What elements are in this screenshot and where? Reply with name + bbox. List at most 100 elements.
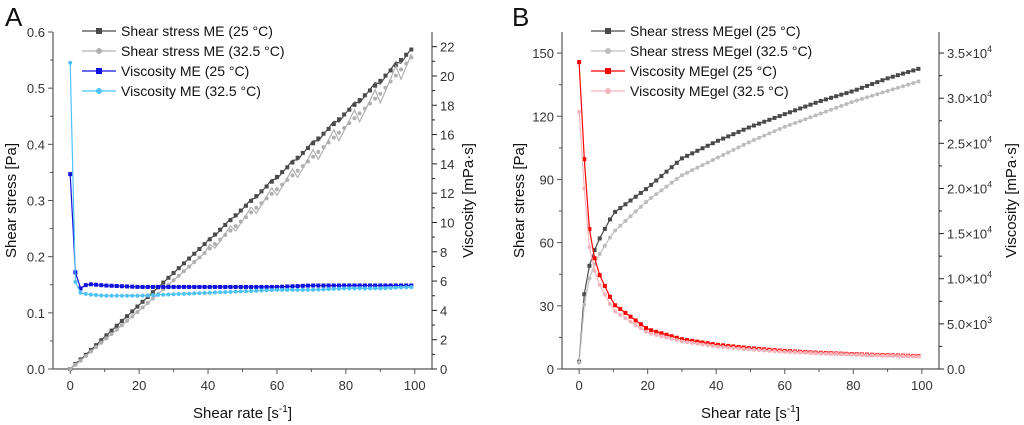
- data-point: [197, 255, 202, 260]
- data-point: [404, 52, 409, 57]
- data-point: [207, 290, 212, 295]
- data-point: [602, 243, 607, 248]
- data-point: [679, 339, 684, 344]
- data-point: [109, 283, 114, 288]
- data-point: [664, 169, 669, 174]
- data-point: [839, 92, 844, 97]
- data-point: [367, 101, 372, 106]
- data-point: [746, 347, 751, 352]
- data-point: [254, 288, 259, 293]
- data-point: [895, 73, 900, 78]
- y2-tick-mantissa: 1.0×10: [947, 272, 987, 287]
- data-point: [674, 177, 679, 182]
- data-point: [259, 284, 264, 289]
- legend-entry: Viscosity ME (32.5 °C): [121, 83, 261, 99]
- data-point: [762, 119, 767, 124]
- y-tick-label: 60: [540, 236, 554, 251]
- data-point: [187, 284, 192, 289]
- data-point: [772, 349, 777, 354]
- y2-tick-label: 3.5×104: [947, 44, 992, 61]
- data-point: [659, 334, 664, 339]
- data-point: [264, 288, 269, 293]
- y2-tick-label: 2.5×104: [947, 134, 992, 151]
- data-point: [834, 105, 839, 110]
- data-point: [83, 283, 88, 288]
- data-point: [813, 100, 818, 105]
- data-point: [331, 135, 336, 140]
- data-point: [782, 112, 787, 117]
- data-point: [274, 174, 279, 179]
- data-point: [342, 112, 347, 117]
- data-point: [746, 140, 751, 145]
- y2-tick-label: 4: [440, 303, 447, 318]
- data-point: [295, 168, 300, 173]
- data-point: [859, 352, 864, 357]
- data-point: [638, 204, 643, 209]
- data-point: [357, 283, 362, 288]
- data-point: [274, 287, 279, 292]
- data-point: [803, 117, 808, 122]
- data-point: [870, 93, 875, 98]
- data-point: [311, 141, 316, 146]
- data-point: [300, 283, 305, 288]
- data-point: [875, 80, 880, 85]
- data-point: [357, 98, 362, 103]
- data-point: [669, 336, 674, 341]
- data-point: [839, 352, 844, 357]
- data-point: [849, 100, 854, 105]
- data-point: [290, 287, 295, 292]
- x-tick-label: 60: [778, 378, 792, 393]
- data-point: [233, 213, 238, 218]
- x-axis-title-end: ]: [288, 405, 292, 422]
- data-point: [218, 227, 223, 232]
- data-point: [705, 160, 710, 165]
- data-point: [577, 60, 582, 65]
- data-point: [145, 293, 150, 298]
- data-point: [373, 283, 378, 288]
- data-point: [342, 286, 347, 291]
- data-point: [181, 291, 186, 296]
- data-point: [767, 131, 772, 136]
- data-point: [342, 283, 347, 288]
- series-shear-stress-megel-32-5-c-: [577, 79, 921, 365]
- data-point: [674, 338, 679, 343]
- y2-tick-label: 18: [440, 98, 454, 113]
- data-point: [104, 283, 109, 288]
- data-point: [859, 96, 864, 101]
- y2-tick-mantissa: 2.5×10: [947, 136, 987, 151]
- data-point: [290, 173, 295, 178]
- legend-marker: [96, 88, 102, 94]
- data-point: [613, 303, 618, 308]
- data-point: [197, 284, 202, 289]
- data-point: [331, 122, 336, 127]
- data-point: [223, 233, 228, 238]
- data-point: [269, 179, 274, 184]
- data-point: [865, 95, 870, 100]
- data-point: [808, 102, 813, 107]
- data-point: [68, 367, 73, 371]
- data-point: [592, 256, 597, 261]
- data-point: [305, 146, 310, 151]
- data-point: [613, 309, 618, 314]
- y2-tick-label: 20: [440, 69, 454, 84]
- data-point: [710, 343, 715, 348]
- data-point: [156, 292, 161, 297]
- data-point: [741, 142, 746, 147]
- data-point: [305, 287, 310, 292]
- y2-tick-label: 2: [440, 333, 447, 348]
- legend-entry: Shear stress MEgel (25 °C): [630, 23, 801, 39]
- data-point: [326, 126, 331, 131]
- data-point: [875, 353, 880, 358]
- data-point: [649, 182, 654, 187]
- data-point: [715, 155, 720, 160]
- data-point: [409, 285, 414, 290]
- data-point: [834, 352, 839, 357]
- data-point: [311, 283, 316, 288]
- data-point: [161, 292, 166, 297]
- data-point: [202, 250, 207, 255]
- data-point: [607, 217, 612, 222]
- data-point: [362, 286, 367, 291]
- data-point: [156, 284, 161, 289]
- data-point: [628, 314, 633, 319]
- data-point: [901, 84, 906, 89]
